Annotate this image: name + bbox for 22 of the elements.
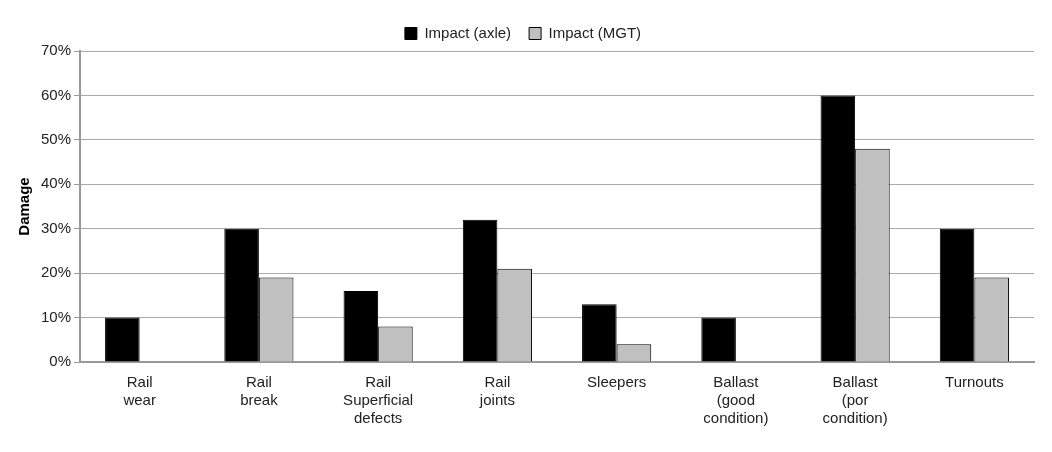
x-tick-label: Rail wear <box>122 373 156 409</box>
bar <box>701 317 736 362</box>
x-tick-label: Ballast (good condition) <box>703 373 769 427</box>
x-tick-label: Sleepers <box>587 373 647 391</box>
bar <box>343 290 379 362</box>
y-tick-label: 30% <box>40 218 72 236</box>
x-tick-label: Turnouts <box>945 373 1004 391</box>
y-tick-label: 70% <box>40 41 72 59</box>
legend-label: Impact (axle) <box>424 23 512 41</box>
y-tick-label: 60% <box>40 85 72 103</box>
x-tick-label: Ballast (por condition) <box>822 373 888 427</box>
y-tick-label: 10% <box>40 307 72 325</box>
y-tick-label: 20% <box>40 263 72 281</box>
x-tick-label: Rail break <box>240 373 279 409</box>
x-tick-label: Rail joints <box>478 373 515 409</box>
y-tick-label: 50% <box>40 130 72 147</box>
y-tick-label: 40% <box>40 174 72 192</box>
x-tick-label: Rail Superficial defects <box>343 373 414 427</box>
legend-label: Impact (MGT) <box>548 23 642 41</box>
y-tick-label: 0% <box>49 352 72 370</box>
y-axis-title: Damage <box>15 177 33 236</box>
bar <box>105 317 140 362</box>
